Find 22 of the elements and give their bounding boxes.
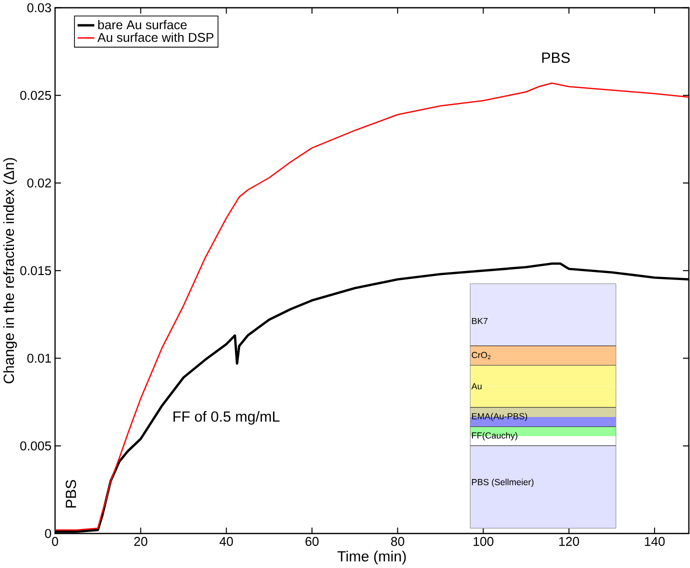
x-tick-label: 20 [134,537,148,546]
x-axis-title: Time (min) [337,550,406,565]
x-tick-label: 0 [52,537,58,546]
y-tick-label: 0.01 [27,354,51,363]
annotation: FF of 0.5 mg/mL [174,411,280,425]
y-tick-label: 0.005 [20,442,52,451]
y-tick-label: 0.02 [27,178,51,188]
annotation: PBS [542,52,570,64]
y-tick-label: 0 [45,529,52,538]
x-tick-label: 120 [559,537,580,546]
annotation: PBS [66,480,76,508]
legend-label: Au surface with DSP [97,32,214,42]
y-tick-label: 0.015 [20,266,52,276]
x-tick-label: 140 [644,537,665,546]
x-tick-label: 60 [306,537,319,546]
y-tick-label: 0.03 [27,3,52,12]
x-tick-label: 40 [220,537,233,546]
y-tick-label: 0.025 [20,91,52,100]
y-axis-title: Change in the refractive index (Δn) [3,158,17,384]
x-tick-label: 100 [474,537,494,546]
legend-label: bare Au surface [98,20,187,30]
x-tick-label: 80 [391,537,404,546]
